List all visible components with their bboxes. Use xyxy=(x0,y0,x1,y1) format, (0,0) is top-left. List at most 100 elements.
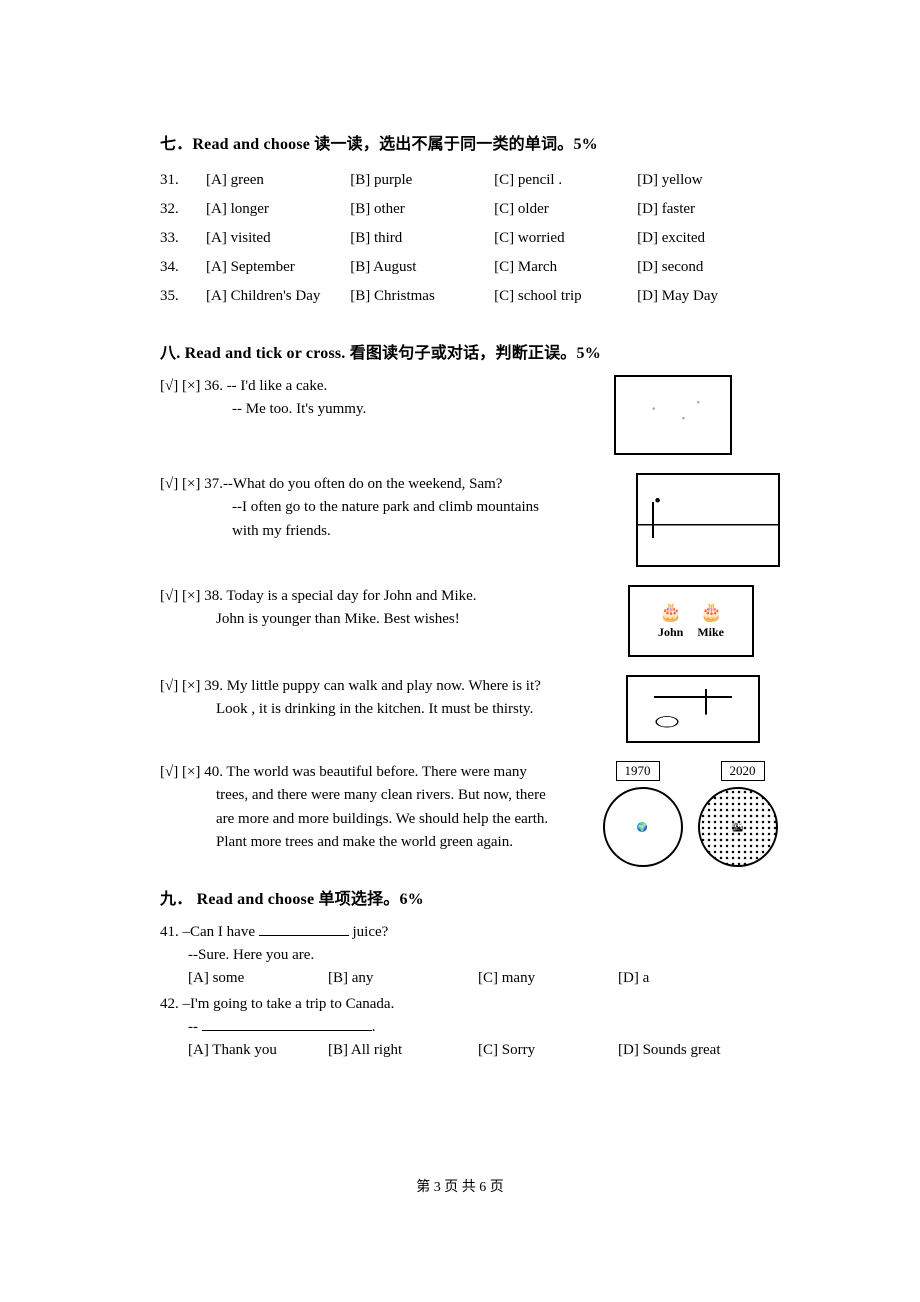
section8: 八. Read and tick or cross. 看图读句子或对话，判断正误… xyxy=(160,339,780,867)
opt-b: [B] Christmas xyxy=(350,282,494,311)
opt-a: [A] longer xyxy=(206,195,350,224)
earth-2020-icon: 🏙 xyxy=(698,787,778,867)
q39-image-icon xyxy=(626,675,760,743)
opt-a: [A] Children's Day xyxy=(206,282,350,311)
cake-icon: 🎂 xyxy=(660,602,682,623)
q36-line2: -- Me too. It's yummy. xyxy=(232,401,366,417)
cake-icons: 🎂🎂 xyxy=(660,602,723,623)
q39-line1: 39. My little puppy can walk and play no… xyxy=(204,678,541,694)
q42-dot: . xyxy=(372,1019,376,1035)
q-num: 33. xyxy=(160,224,206,253)
opt-c: [C] many xyxy=(478,970,618,987)
q36-image-icon xyxy=(614,375,732,455)
opt-a: [A] visited xyxy=(206,224,350,253)
q37: [√] [×] 37.--What do you often do on the… xyxy=(160,473,780,567)
opt-b: [B] August xyxy=(350,253,494,282)
q-num: 35. xyxy=(160,282,206,311)
check-marks: [√] [×] xyxy=(160,764,200,780)
q40-text: [√] [×] 40. The world was beautiful befo… xyxy=(160,761,592,854)
q41: 41. –Can I have juice? --Sure. Here you … xyxy=(160,921,780,966)
q36-line1: 36. -- I'd like a cake. xyxy=(204,378,327,394)
page-footer: 第 3 页 共 6 页 xyxy=(0,1176,920,1196)
opt-c: [C] older xyxy=(494,195,637,224)
q37-line3: with my friends. xyxy=(232,523,331,539)
section7-table: 31. [A] green [B] purple [C] pencil . [D… xyxy=(160,166,780,311)
q42-options: [A] Thank you [B] All right [C] Sorry [D… xyxy=(188,1042,780,1059)
q-num: 31. xyxy=(160,166,206,195)
year-labels: 1970 2020 xyxy=(600,761,780,781)
name-mike: Mike xyxy=(697,625,724,640)
check-marks: [√] [×] xyxy=(160,678,200,694)
opt-d: [D] May Day xyxy=(637,282,780,311)
table-row: 32. [A] longer [B] other [C] older [D] f… xyxy=(160,195,780,224)
opt-c: [C] school trip xyxy=(494,282,637,311)
earth-1970-icon: 🌍 xyxy=(603,787,683,867)
opt-a: [A] September xyxy=(206,253,350,282)
opt-b: [B] any xyxy=(328,970,478,987)
opt-a: [A] Thank you xyxy=(188,1042,328,1059)
table-row: 33. [A] visited [B] third [C] worried [D… xyxy=(160,224,780,253)
opt-d: [D] a xyxy=(618,970,768,987)
q38: [√] [×] 38. Today is a special day for J… xyxy=(160,585,780,657)
q39: [√] [×] 39. My little puppy can walk and… xyxy=(160,675,780,743)
opt-d: [D] second xyxy=(637,253,780,282)
table-row: 34. [A] September [B] August [C] March [… xyxy=(160,253,780,282)
q41-prefix: 41. –Can I have xyxy=(160,924,259,940)
section7-title: 七．Read and choose 读一读，选出不属于同一类的单词。5% xyxy=(160,130,780,154)
opt-b: [B] All right xyxy=(328,1042,478,1059)
blank-icon xyxy=(259,921,349,936)
q38-text: [√] [×] 38. Today is a special day for J… xyxy=(160,585,620,632)
q40-line2: trees, and there were many clean rivers.… xyxy=(216,787,546,803)
q41-suffix: juice? xyxy=(349,924,389,940)
opt-a: [A] some xyxy=(188,970,328,987)
q41-options: [A] some [B] any [C] many [D] a xyxy=(188,970,780,987)
opt-c: [C] March xyxy=(494,253,637,282)
table-row: 35. [A] Children's Day [B] Christmas [C]… xyxy=(160,282,780,311)
opt-d: [D] Sounds great xyxy=(618,1042,768,1059)
opt-b: [B] third xyxy=(350,224,494,253)
q38-image-icon: 🎂🎂 John Mike xyxy=(628,585,754,657)
check-marks: [√] [×] xyxy=(160,588,200,604)
check-marks: [√] [×] xyxy=(160,378,200,394)
table-row: 31. [A] green [B] purple [C] pencil . [D… xyxy=(160,166,780,195)
q37-image-icon xyxy=(636,473,780,567)
check-marks: [√] [×] xyxy=(160,476,200,492)
opt-c: [C] pencil . xyxy=(494,166,637,195)
opt-c: [C] worried xyxy=(494,224,637,253)
q39-text: [√] [×] 39. My little puppy can walk and… xyxy=(160,675,618,722)
section8-title: 八. Read and tick or cross. 看图读句子或对话，判断正误… xyxy=(160,339,780,363)
opt-c: [C] Sorry xyxy=(478,1042,618,1059)
q36-text: [√] [×] 36. -- I'd like a cake. -- Me to… xyxy=(160,375,586,422)
q40-image-icon: 1970 2020 🌍 🏙 xyxy=(600,761,780,867)
q-num: 32. xyxy=(160,195,206,224)
cake-icon: 🎂 xyxy=(700,602,722,623)
q42-line2: -- xyxy=(188,1019,202,1035)
opt-b: [B] other xyxy=(350,195,494,224)
q42: 42. –I'm going to take a trip to Canada.… xyxy=(160,993,780,1038)
q41-line2: --Sure. Here you are. xyxy=(188,947,314,963)
q38-line1: 38. Today is a special day for John and … xyxy=(204,588,476,604)
q39-line2: Look , it is drinking in the kitchen. It… xyxy=(216,701,533,717)
q40-line4: Plant more trees and make the world gree… xyxy=(216,834,513,850)
q37-line2: --I often go to the nature park and clim… xyxy=(232,499,539,515)
q40: [√] [×] 40. The world was beautiful befo… xyxy=(160,761,780,867)
q37-line1: 37.--What do you often do on the weekend… xyxy=(204,476,502,492)
section9: 九． Read and choose 单项选择。6% 41. –Can I ha… xyxy=(160,885,780,1059)
opt-b: [B] purple xyxy=(350,166,494,195)
q40-line1: 40. The world was beautiful before. Ther… xyxy=(204,764,527,780)
blank-icon xyxy=(202,1016,372,1031)
q38-line2: John is younger than Mike. Best wishes! xyxy=(216,611,460,627)
q37-text: [√] [×] 37.--What do you often do on the… xyxy=(160,473,628,543)
q42-line1: 42. –I'm going to take a trip to Canada. xyxy=(160,996,394,1012)
q40-line3: are more and more buildings. We should h… xyxy=(216,811,548,827)
label-1970: 1970 xyxy=(616,761,660,781)
cake-names: John Mike xyxy=(658,625,724,640)
opt-a: [A] green xyxy=(206,166,350,195)
opt-d: [D] excited xyxy=(637,224,780,253)
label-2020: 2020 xyxy=(721,761,765,781)
opt-d: [D] yellow xyxy=(637,166,780,195)
name-john: John xyxy=(658,625,683,640)
exam-page: 七．Read and choose 读一读，选出不属于同一类的单词。5% 31.… xyxy=(0,0,920,1302)
section9-title: 九． Read and choose 单项选择。6% xyxy=(160,885,780,909)
q36: [√] [×] 36. -- I'd like a cake. -- Me to… xyxy=(160,375,780,455)
